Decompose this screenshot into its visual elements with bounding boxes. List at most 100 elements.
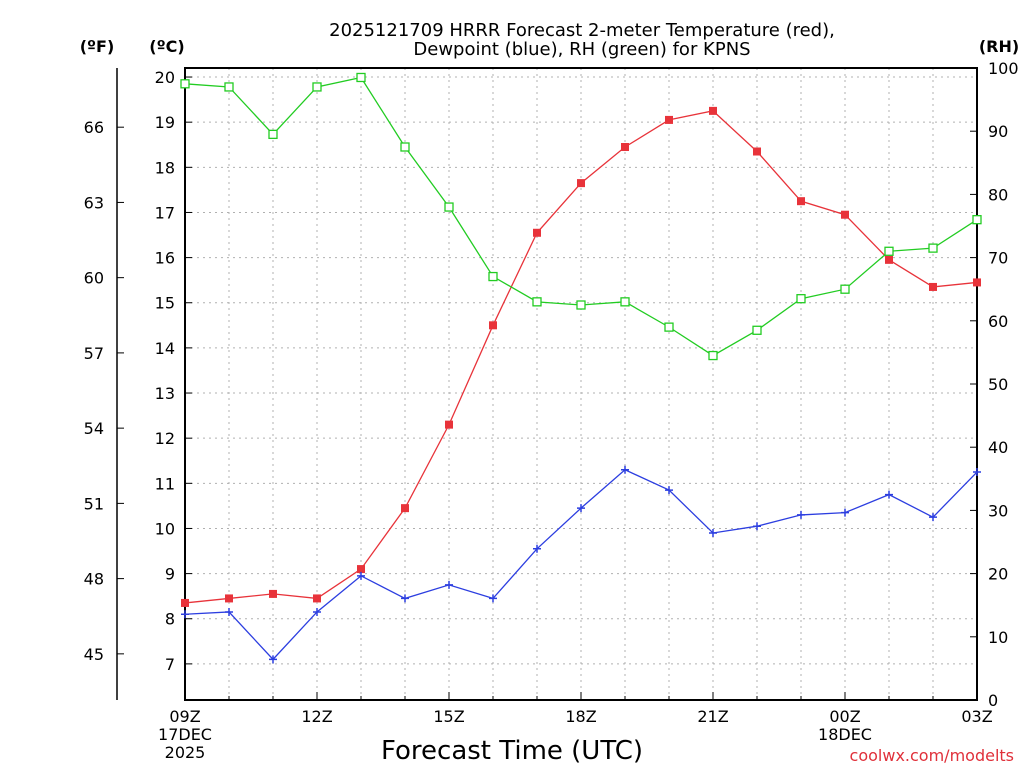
rh-point bbox=[444, 202, 454, 212]
rh-point bbox=[224, 82, 234, 92]
rh-point bbox=[532, 297, 542, 307]
temperature-point bbox=[181, 598, 189, 607]
dewpoint-point bbox=[225, 607, 233, 616]
fahrenheit-tick-label: 54 bbox=[84, 419, 104, 438]
dewpoint-line bbox=[184, 469, 978, 661]
temperature-point bbox=[357, 565, 365, 574]
dewpoint-point bbox=[445, 580, 453, 589]
dewpoint-point bbox=[181, 610, 189, 619]
temperature-point bbox=[313, 594, 321, 603]
celsius-tick-label: 10 bbox=[155, 519, 175, 538]
rh-point bbox=[576, 300, 586, 310]
fahrenheit-tick-label: 48 bbox=[84, 570, 104, 589]
temperature-point bbox=[753, 147, 761, 156]
dewpoint-point bbox=[533, 544, 541, 553]
temperature-point bbox=[929, 282, 937, 291]
temperature-point bbox=[445, 420, 453, 429]
x-tick-label: 18DEC bbox=[818, 725, 872, 744]
x-tick-label: 21Z bbox=[697, 707, 728, 726]
dewpoint-point bbox=[973, 468, 981, 477]
rh-point bbox=[312, 82, 322, 92]
celsius-tick-label: 11 bbox=[155, 474, 175, 493]
rh-tick-label: 90 bbox=[988, 122, 1008, 141]
dewpoint-point bbox=[885, 490, 893, 499]
temperature-point bbox=[225, 594, 233, 603]
plot-frame bbox=[184, 67, 978, 701]
rh-tick-label: 20 bbox=[988, 565, 1008, 584]
x-tick-label: 17DEC bbox=[158, 725, 212, 744]
fahrenheit-tick-label: 66 bbox=[84, 118, 104, 137]
rh-tick-label: 40 bbox=[988, 438, 1008, 457]
fahrenheit-tick-label: 63 bbox=[84, 193, 104, 212]
dewpoint-point bbox=[577, 504, 585, 513]
celsius-tick-label: 12 bbox=[155, 429, 175, 448]
rh-tick-label: 30 bbox=[988, 501, 1008, 520]
rh-point bbox=[180, 79, 190, 89]
rh-point bbox=[884, 246, 894, 256]
rh-tick-label: 60 bbox=[988, 312, 1008, 331]
dewpoint-point bbox=[841, 508, 849, 517]
x-tick-label: 09Z bbox=[169, 707, 200, 726]
rh-line bbox=[184, 76, 978, 357]
celsius-tick-label: 20 bbox=[155, 68, 175, 87]
temperature-point bbox=[533, 228, 541, 237]
dewpoint-point bbox=[401, 594, 409, 603]
x-tick-label: 15Z bbox=[433, 707, 464, 726]
x-tick-label: 03Z bbox=[961, 707, 992, 726]
rh-point bbox=[268, 129, 278, 140]
celsius-tick-label: 13 bbox=[155, 384, 175, 403]
celsius-tick-label: 8 bbox=[165, 610, 175, 629]
celsius-tick-label: 14 bbox=[155, 339, 175, 358]
fahrenheit-unit-label: (ºF) bbox=[80, 37, 115, 56]
celsius-tick-label: 17 bbox=[155, 203, 175, 222]
temperature-point bbox=[797, 197, 805, 206]
temperature-point bbox=[269, 589, 277, 598]
dewpoint-point bbox=[313, 607, 321, 616]
axis-ticks: 7 8 9 10 11 12 13 14 15 16 17 18 19 20 45 48 51 54 57 60 63 6… bbox=[84, 59, 1019, 762]
celsius-tick-label: 7 bbox=[165, 655, 175, 674]
dewpoint-point bbox=[357, 571, 365, 580]
temperature-point bbox=[401, 504, 409, 513]
celsius-unit-label: (ºC) bbox=[149, 37, 184, 56]
rh-point bbox=[708, 350, 718, 361]
rh-point bbox=[400, 142, 410, 152]
x-axis-label: Forecast Time (UTC) bbox=[381, 736, 643, 766]
fahrenheit-tick-label: 60 bbox=[84, 269, 104, 288]
dewpoint-point bbox=[929, 513, 937, 522]
celsius-tick-label: 9 bbox=[165, 565, 175, 584]
celsius-tick-label: 19 bbox=[155, 113, 175, 132]
credit-text: coolwx.com/modelts bbox=[850, 746, 1014, 765]
chart-title-line1: 2025121709 HRRR Forecast 2-meter Tempera… bbox=[329, 20, 835, 41]
chart-title-line2: Dewpoint (blue), RH (green) for KPNS bbox=[413, 39, 750, 60]
rh-tick-label: 50 bbox=[988, 375, 1008, 394]
rh-point bbox=[620, 297, 630, 307]
fahrenheit-tick-label: 45 bbox=[84, 645, 104, 664]
data-series bbox=[180, 72, 982, 664]
fahrenheit-tick-label: 57 bbox=[84, 344, 104, 363]
celsius-tick-label: 16 bbox=[155, 249, 175, 268]
x-tick-label: 2025 bbox=[165, 743, 206, 762]
dewpoint-point bbox=[269, 655, 277, 664]
rh-tick-label: 0 bbox=[988, 691, 998, 710]
temperature-point bbox=[841, 210, 849, 219]
dewpoint-point bbox=[489, 594, 497, 603]
temperature-point bbox=[709, 106, 717, 115]
rh-tick-label: 80 bbox=[988, 185, 1008, 204]
temperature-point bbox=[621, 143, 629, 151]
rh-point bbox=[972, 215, 982, 225]
celsius-tick-label: 15 bbox=[155, 294, 175, 313]
rh-point bbox=[840, 284, 850, 294]
dewpoint-point bbox=[753, 522, 761, 531]
rh-point bbox=[356, 72, 366, 83]
rh-tick-label: 10 bbox=[988, 628, 1008, 647]
rh-unit-label: (RH) bbox=[979, 37, 1019, 56]
celsius-tick-label: 18 bbox=[155, 158, 175, 177]
rh-point bbox=[928, 243, 938, 253]
rh-point bbox=[664, 322, 674, 332]
rh-tick-label: 100 bbox=[988, 59, 1019, 78]
rh-point bbox=[796, 294, 806, 304]
rh-point bbox=[488, 271, 498, 282]
x-tick-label: 18Z bbox=[565, 707, 596, 726]
grid-lines bbox=[185, 68, 977, 700]
